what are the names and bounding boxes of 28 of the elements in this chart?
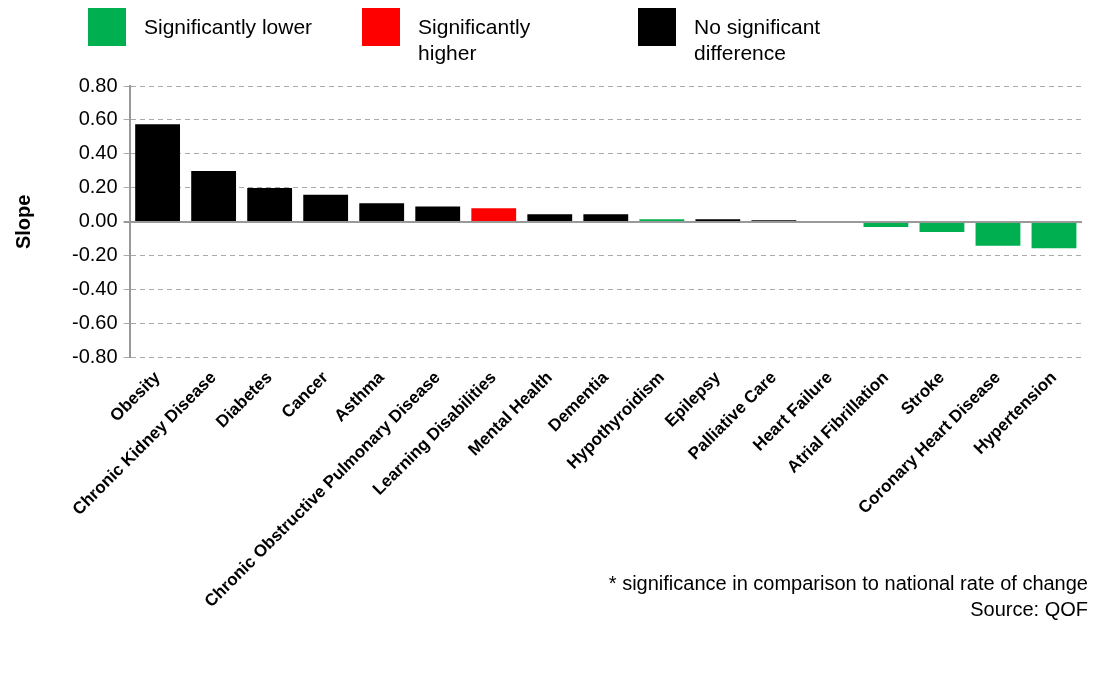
bar (919, 222, 965, 233)
source-note: Source: QOF (970, 598, 1088, 620)
y-tick-label: 0.20 (78, 175, 118, 198)
bar (247, 187, 293, 221)
legend-label: Significantly higher (418, 14, 532, 66)
bar (863, 222, 909, 227)
y-tick-label: 0.40 (78, 141, 118, 164)
y-tick-label: -0.60 (71, 311, 118, 334)
y-tick-label: -0.20 (71, 243, 118, 266)
bar (359, 203, 405, 221)
bar (975, 222, 1021, 246)
legend-label: Significantly lower (144, 14, 313, 40)
y-tick-label: -0.40 (71, 277, 118, 300)
y-tick-label: 0.80 (78, 73, 118, 96)
y-tick-label: -0.80 (71, 345, 118, 368)
bar (1031, 222, 1077, 249)
bar (527, 214, 573, 221)
y-axis-title: Slope (11, 194, 34, 250)
bar (303, 194, 349, 221)
y-tick-label: 0.60 (78, 107, 118, 130)
bar (135, 124, 181, 221)
bar (415, 206, 461, 221)
bar (471, 208, 517, 221)
text: * significance in comparison to national rate of change (608, 572, 1088, 594)
legend-label: No significant difference (694, 14, 822, 66)
bar (583, 214, 629, 221)
bar (191, 170, 237, 221)
y-tick-label: 0.00 (78, 209, 118, 232)
